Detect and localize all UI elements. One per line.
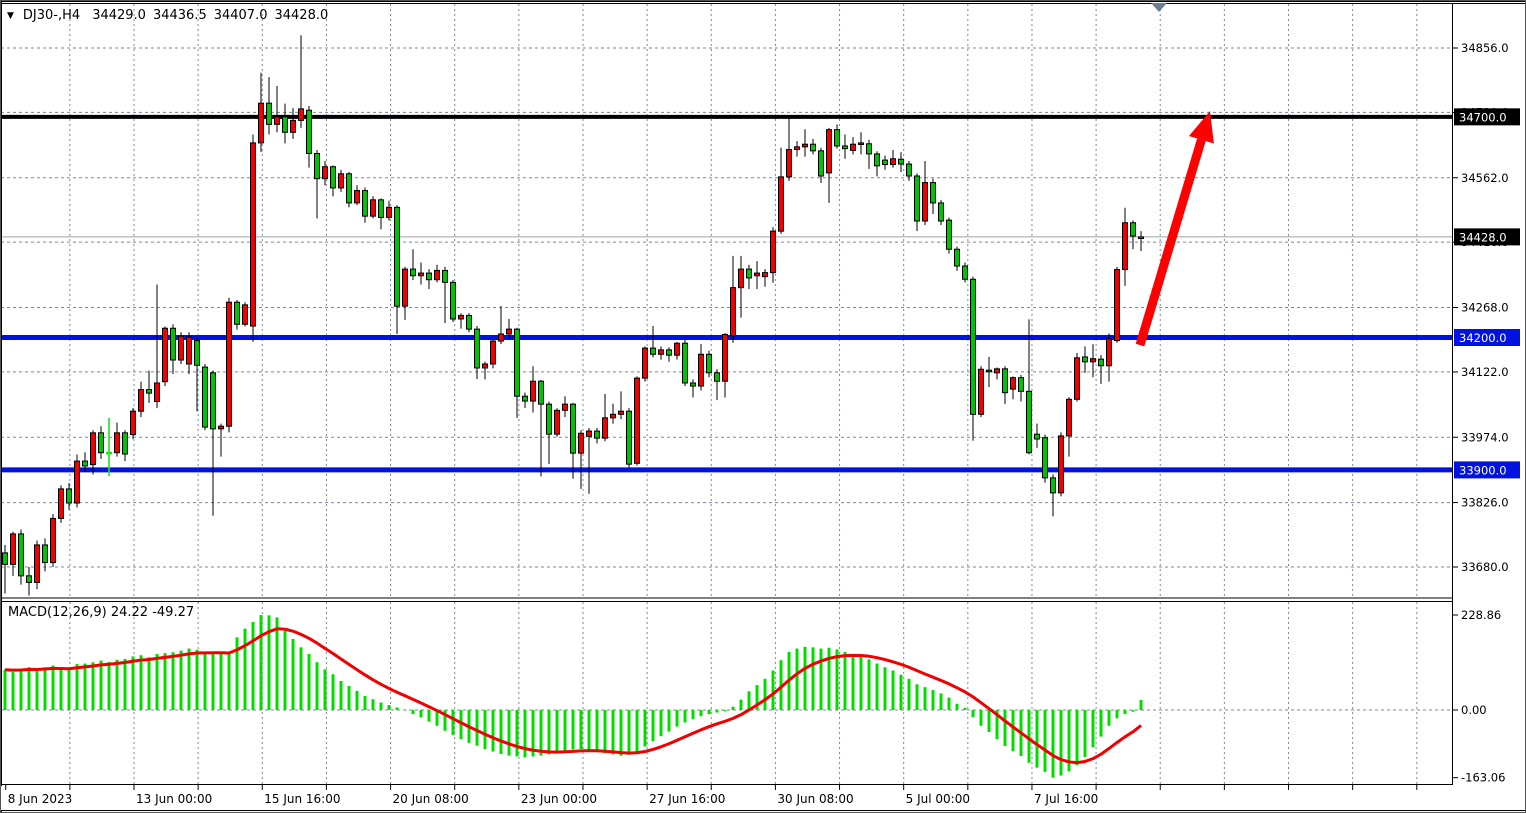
price-box-34700.0 xyxy=(1454,108,1520,126)
time-tick-label: 30 Jun 08:00 xyxy=(777,792,853,806)
macd-tick-label: 0.00 xyxy=(1461,703,1487,717)
price-tick-label: 34122.0 xyxy=(1461,365,1509,379)
macd-tick-label: 228.86 xyxy=(1461,608,1501,622)
time-tick-label: 27 Jun 16:00 xyxy=(649,792,725,806)
chart-legend: ▼ DJ30-,H4 34429.0 34436.5 34407.0 34428… xyxy=(7,8,335,23)
price-box-label: 34428.0 xyxy=(1459,230,1507,244)
trend-arrow-head[interactable] xyxy=(1188,111,1214,144)
price-box-label: 34200.0 xyxy=(1459,331,1507,345)
price-tick-label: 33680.0 xyxy=(1461,560,1509,574)
price-tick-label: 33974.0 xyxy=(1461,430,1509,444)
time-tick-label: 8 Jun 2023 xyxy=(8,792,73,806)
time-tick-label: 20 Jun 08:00 xyxy=(393,792,469,806)
price-box-34428.0 xyxy=(1454,228,1520,246)
macd-histogram xyxy=(3,614,1143,778)
time-tick-label: 15 Jun 16:00 xyxy=(264,792,340,806)
price-box-33900.0 xyxy=(1454,461,1520,479)
candles xyxy=(2,35,1144,596)
macd-indicator-label: MACD(12,26,9) 24.22 -49.27 xyxy=(8,605,195,620)
chart-shift-marker-icon[interactable] xyxy=(1151,3,1167,12)
symbol-dropdown-icon: ▼ xyxy=(7,10,14,21)
price-box-34200.0 xyxy=(1454,329,1520,347)
price-axis[interactable] xyxy=(1453,4,1526,785)
time-tick-label: 23 Jun 00:00 xyxy=(521,792,597,806)
quote-high: 34436.5 xyxy=(152,8,207,23)
price-box-label: 33900.0 xyxy=(1459,463,1507,477)
price-tick-label: 33826.0 xyxy=(1461,496,1509,510)
time-axis[interactable] xyxy=(1,786,1526,810)
symbol-timeframe-label: DJ30-,H4 xyxy=(22,8,81,23)
price-tick-label: 34268.0 xyxy=(1461,301,1509,315)
price-tick-label: 34856.0 xyxy=(1461,41,1509,55)
macd-signal-line xyxy=(4,627,1142,765)
time-tick-label: 7 Jul 16:00 xyxy=(1034,792,1098,806)
time-tick-label: 13 Jun 00:00 xyxy=(136,792,212,806)
macd-tick-label: -163.06 xyxy=(1461,771,1505,785)
price-tick-label: 34562.0 xyxy=(1461,171,1509,185)
quote-close: 34428.0 xyxy=(274,8,329,23)
trend-arrow-shaft[interactable] xyxy=(1135,138,1206,347)
quote-open: 34429.0 xyxy=(92,8,146,23)
time-tick-label: 5 Jul 00:00 xyxy=(906,792,970,806)
price-box-label: 34700.0 xyxy=(1459,110,1507,124)
quote-low: 34407.0 xyxy=(213,8,268,23)
